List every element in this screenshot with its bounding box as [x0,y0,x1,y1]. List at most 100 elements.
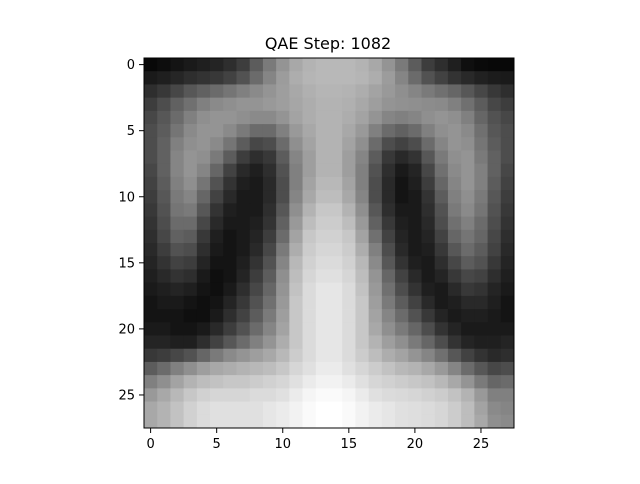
heatmap-cell [474,348,488,363]
heatmap-cell [500,58,515,72]
heatmap-cell [183,84,198,99]
heatmap-cell [276,190,290,204]
heatmap-cell [474,243,488,257]
heatmap-cell [223,414,237,429]
heatmap-cell [474,256,488,270]
heatmap-cell [368,58,383,72]
heatmap-cell [487,295,502,310]
heatmap-cell [329,414,343,429]
heatmap-cell [210,335,224,350]
heatmap-cell [262,269,277,284]
heatmap-cell [355,256,370,270]
heatmap-cell [381,150,396,165]
heatmap-cell [289,84,303,99]
heatmap-cell [210,150,224,165]
heatmap-cell [183,295,198,310]
heatmap-cell [447,282,462,297]
heatmap-cell [236,124,251,138]
heatmap-cell [289,256,303,270]
heatmap-cell [276,71,290,85]
heatmap-cell [368,361,383,376]
heatmap-cell [249,335,264,350]
heatmap-cell [395,401,409,416]
heatmap-cell [210,58,224,72]
heatmap-cell [183,71,198,85]
heatmap-cell [355,163,370,178]
heatmap-cell [474,137,488,151]
heatmap-cell [461,282,475,297]
heatmap-cell [210,282,224,297]
heatmap-cell [421,124,436,138]
heatmap-cell [157,110,171,125]
heatmap-cell [500,163,515,178]
heatmap-cell [342,375,356,389]
heatmap-cell [368,282,383,297]
heatmap-cell [210,348,224,363]
heatmap-cell [355,216,370,231]
heatmap-cell [262,388,277,402]
heatmap-cell [381,361,396,376]
heatmap-cell [474,282,488,297]
heatmap-cell [434,203,449,217]
heatmap-cell [355,150,370,165]
heatmap-cell [461,335,475,350]
heatmap-cell [144,414,158,429]
heatmap-cell [381,216,396,231]
heatmap-cell [262,84,277,99]
heatmap-cell [170,375,185,389]
heatmap-cell [474,84,488,99]
heatmap-cell [262,243,277,257]
heatmap-cell [355,110,370,125]
heatmap-cell [170,150,185,165]
heatmap-cell [183,97,198,112]
heatmap-cell [236,348,251,363]
heatmap-cell [249,110,264,125]
heatmap-cell [434,361,449,376]
heatmap-cell [408,58,422,72]
heatmap-cell [157,124,171,138]
heatmap-cell [196,203,211,217]
heatmap-cell [500,137,515,151]
heatmap-cell [210,256,224,270]
heatmap-cell [355,243,370,257]
heatmap-cell [289,309,303,323]
heatmap-cell [447,375,462,389]
heatmap-cell [302,216,317,231]
heatmap-cell [329,216,343,231]
heatmap-cell [408,97,422,112]
heatmap-cell [196,190,211,204]
heatmap-cell [144,163,158,178]
heatmap-cell [342,348,356,363]
heatmap-cell [276,348,290,363]
heatmap-cell [421,216,436,231]
heatmap-cell [368,190,383,204]
heatmap-cell [315,269,330,284]
heatmap-cell [487,97,502,112]
heatmap-cell [421,163,436,178]
heatmap-cell [368,137,383,151]
heatmap-cell [421,58,436,72]
heatmap-cell [196,335,211,350]
heatmap-cell [329,203,343,217]
heatmap-cell [421,110,436,125]
heatmap-cell [500,388,515,402]
heatmap-cell [302,243,317,257]
heatmap-cell [395,348,409,363]
heatmap-cell [289,137,303,151]
heatmap-cell [262,176,277,191]
heatmap-cell [183,150,198,165]
heatmap-cell [302,190,317,204]
heatmap-cell [487,256,502,270]
heatmap-cell [157,322,171,336]
heatmap-cell [474,163,488,178]
heatmap-cell [196,110,211,125]
heatmap-cell [395,388,409,402]
heatmap-cell [342,124,356,138]
heatmap-cell [223,203,237,217]
heatmap-cell [249,124,264,138]
heatmap-cell [395,282,409,297]
heatmap-cell [434,190,449,204]
heatmap-cell [249,84,264,99]
heatmap-cell [276,401,290,416]
heatmap-cell [434,282,449,297]
